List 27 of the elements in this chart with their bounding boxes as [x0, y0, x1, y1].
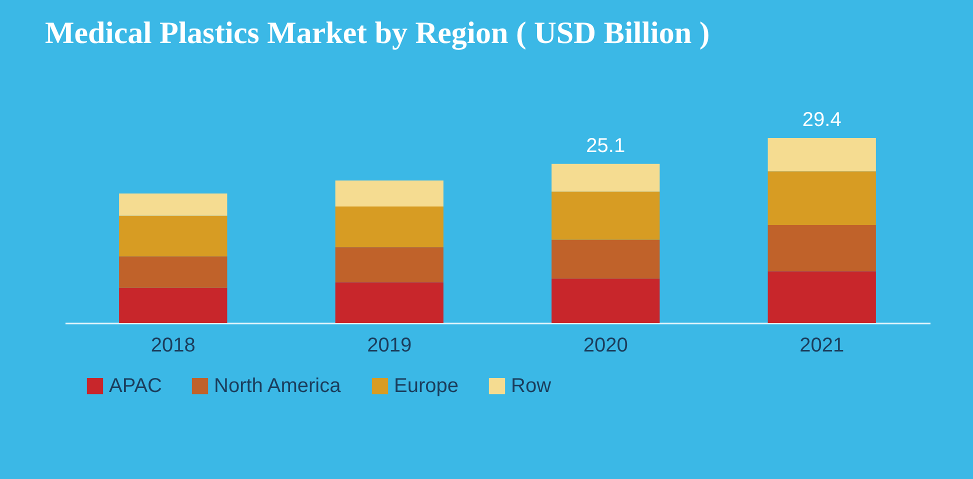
bar [552, 278, 660, 323]
bar [552, 240, 660, 279]
bar [768, 138, 876, 172]
bar [119, 288, 228, 323]
bar [768, 171, 876, 225]
legend-label: North America [214, 375, 342, 397]
x-tick-label: 2021 [800, 334, 844, 356]
annotation: 25.1 [586, 134, 626, 157]
bar [335, 206, 444, 248]
x-tick-label: 2018 [150, 334, 196, 356]
legend-label: Row [511, 375, 552, 397]
annotation: 29.4 [802, 109, 842, 131]
x-tick-label: 2019 [367, 334, 412, 356]
bar [768, 224, 876, 272]
bar [552, 164, 660, 192]
bar [768, 271, 876, 323]
bar [335, 247, 444, 282]
legend-label: Europe [394, 375, 458, 397]
bar [119, 216, 228, 256]
bar [335, 180, 444, 206]
bar [119, 256, 228, 288]
bar [119, 194, 228, 216]
legend-label: APAC [109, 375, 162, 397]
chart-title: Medical Plastics Market by Region ( USD Billion ) [45, 15, 710, 50]
bar [335, 282, 444, 323]
bar [552, 192, 660, 240]
x-tick-label: 2020 [583, 334, 628, 356]
